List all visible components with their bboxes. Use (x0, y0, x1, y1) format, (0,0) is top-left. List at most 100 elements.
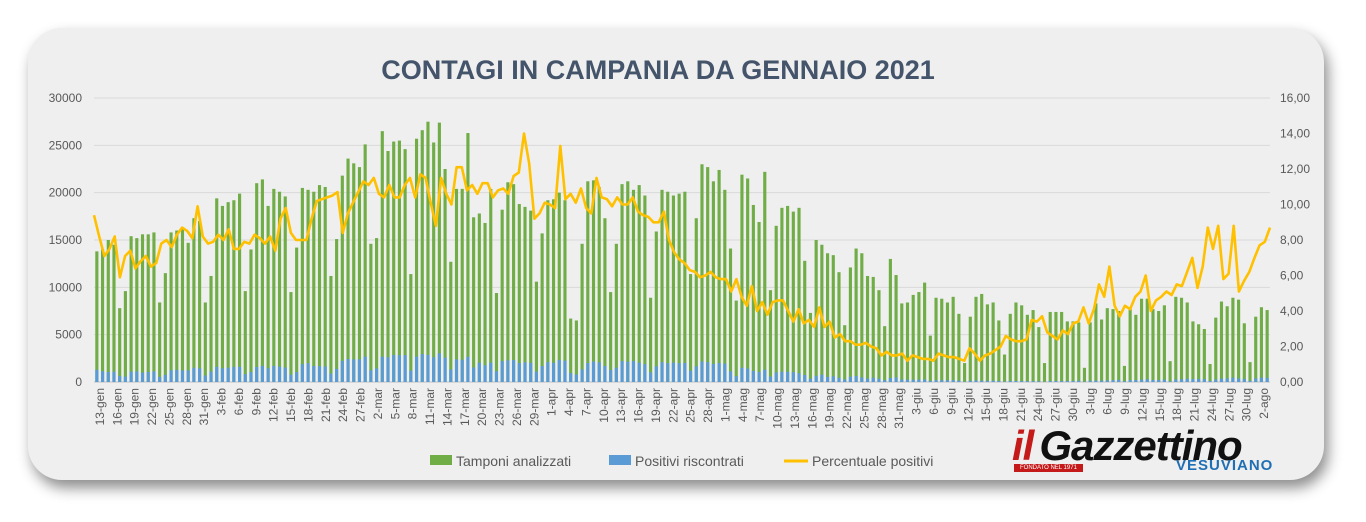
bar-positivi (1174, 379, 1178, 382)
bar-positivi (135, 371, 139, 382)
bar-tamponi (180, 228, 185, 382)
bar-positivi (1122, 381, 1126, 382)
bar-tamponi (620, 184, 624, 382)
bar-tamponi (1219, 301, 1224, 382)
bar-positivi (146, 371, 150, 382)
bar-tamponi (900, 303, 904, 382)
x-tick-label: 27-giu (1049, 388, 1063, 421)
x-tick-label: 7-apr (579, 388, 593, 416)
bar-positivi (397, 355, 401, 382)
percentage-line (92, 132, 1272, 363)
bar-tamponi (763, 171, 767, 382)
bar-tamponi (677, 193, 681, 382)
bar-tamponi (1071, 321, 1075, 382)
x-tick-label: 13-mag (788, 388, 802, 429)
bar-positivi (300, 364, 304, 382)
bar-tamponi (1060, 311, 1064, 382)
bar-tamponi (683, 191, 687, 382)
x-tick-label: 27-lug (1222, 388, 1236, 421)
bar-positivi (129, 371, 133, 382)
bar-positivi (1179, 379, 1184, 382)
bar-positivi (323, 366, 327, 382)
bar-positivi (500, 361, 504, 382)
bar-positivi (420, 354, 424, 382)
x-tick-label: 25-apr (684, 388, 698, 423)
bar-tamponi (100, 249, 105, 382)
bar-tamponi (243, 291, 247, 382)
bar-tamponi (1008, 313, 1012, 382)
bar-positivi (1134, 380, 1138, 382)
bar-positivi (517, 363, 521, 382)
bar-tamponi (432, 142, 436, 382)
x-axis-labels: 13-gen 16-gen 19-gen 22-gen 25-gen 28-gen 31-g… (93, 388, 1271, 429)
bar-tamponi (1054, 311, 1058, 382)
bar-positivi (660, 362, 664, 382)
bar-tamponi (649, 297, 653, 382)
bar-positivi (894, 377, 898, 382)
legend-label-percentuale: Percentuale positivi (812, 453, 933, 469)
bar-positivi (928, 380, 932, 382)
x-tick-label: 25-mag (857, 388, 871, 429)
bar-positivi (740, 367, 744, 382)
x-tick-label: 30-lug (1240, 388, 1254, 421)
bar-tamponi (614, 243, 618, 382)
bar-positivi (512, 360, 516, 382)
bar-positivi (614, 367, 618, 382)
bar-tamponi (923, 282, 927, 382)
bar-positivi (911, 379, 915, 382)
bar-positivi (432, 357, 436, 382)
bar-positivi (1025, 381, 1029, 382)
bar-tamponi (226, 202, 230, 382)
legend-label-positivi: Positivi riscontrati (635, 453, 744, 469)
bar-tamponi (1202, 328, 1206, 382)
bar-positivi (100, 371, 105, 382)
bar-positivi (814, 375, 818, 382)
bar-tamponi (1134, 314, 1138, 382)
bar-tamponi (609, 292, 613, 382)
y-right-tick-label: 6,00 (1280, 269, 1304, 283)
bar-tamponi (1179, 297, 1184, 382)
bar-positivi (580, 369, 584, 382)
bar-positivi (203, 375, 207, 382)
bar-tamponi (637, 185, 641, 382)
bar-tamponi (563, 200, 567, 382)
bar-positivi (751, 370, 755, 382)
y-right-tick-label: 10,00 (1280, 198, 1310, 212)
bar-tamponi (888, 258, 892, 382)
bar-positivi (546, 362, 550, 382)
bar-tamponi (517, 204, 521, 382)
bar-positivi (346, 358, 350, 382)
bar-positivi (312, 366, 316, 382)
bar-positivi (1117, 379, 1121, 382)
bar-positivi (352, 359, 356, 382)
bar-tamponi (740, 174, 744, 382)
x-tick-label: 17-mar (458, 388, 472, 426)
bar-tamponi (808, 312, 813, 382)
bar-tamponi (591, 180, 596, 382)
x-tick-label: 1-apr (545, 388, 559, 416)
bar-tamponi (1248, 362, 1252, 382)
x-tick-label: 18-feb (301, 388, 315, 422)
bar-tamponi (95, 251, 99, 382)
bar-positivi (238, 366, 242, 382)
bar-tamponi (392, 141, 396, 382)
bar-positivi (1100, 380, 1104, 382)
x-tick-label: 3-lug (1083, 388, 1097, 415)
bar-tamponi (186, 242, 190, 382)
bar-tamponi (980, 293, 984, 382)
bar-positivi (666, 363, 670, 382)
bar-tamponi (460, 188, 464, 382)
bar-positivi (489, 362, 493, 382)
x-tick-label: 3-giu (910, 388, 924, 415)
bar-positivi (837, 377, 841, 382)
bar-tamponi (831, 255, 835, 382)
bar-tamponi (854, 248, 858, 382)
bar-tamponi (266, 205, 270, 382)
bar-positivi (266, 368, 270, 382)
bar-positivi (112, 371, 116, 382)
y-left-tick-label: 15000 (49, 233, 83, 247)
bar-positivi (409, 370, 413, 382)
bar-positivi (803, 374, 807, 382)
bar-tamponi (483, 222, 487, 382)
bar-positivi (557, 360, 561, 382)
